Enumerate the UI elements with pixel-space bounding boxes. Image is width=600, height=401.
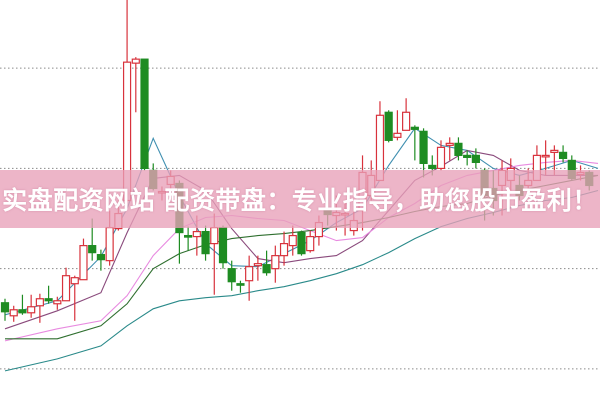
candle-up [436,146,446,170]
candle-down [88,245,97,254]
candle-down [428,164,437,170]
candle-up [306,235,315,252]
candle-down [297,231,306,255]
candle-down [410,126,419,130]
candle-up [279,243,289,257]
candle-down [0,302,10,313]
candle-down [471,154,480,164]
candle-up [445,142,454,146]
candle-up [245,266,254,282]
candle-up [288,234,297,247]
candle-down [419,130,428,165]
candle-down [218,226,228,264]
candle-up [550,149,559,153]
candle-down [44,298,53,302]
candle-up [402,111,411,131]
candle-down [463,154,472,158]
candle-up [9,309,18,317]
candle-down [558,151,568,159]
candle-up [393,132,402,138]
candle-up [541,154,550,158]
candle-up [105,226,114,262]
candle-up [70,277,79,285]
candle-down [384,111,393,141]
candle-up [53,300,62,305]
candle-down [18,309,27,314]
candle-up [271,255,280,270]
candle-down [96,254,106,261]
moving-average-line [4,159,599,342]
candle-up [27,306,36,314]
candle-up [61,275,71,302]
candle-up [210,226,219,245]
candle-up [192,230,201,238]
candle-down [236,283,245,286]
candle-down [262,264,271,274]
candle-down [140,58,149,170]
candle-up [79,245,88,281]
candle-up [253,263,262,267]
candle-down [227,268,236,283]
candle-down [184,234,193,238]
candle-down [454,142,463,156]
banner-text: 实盘配资网站 配资带盘：专业指导，助您股市盈利！ [2,186,598,215]
promo-banner: 实盘配资网站 配资带盘：专业指导，助您股市盈利！ [0,170,600,228]
candle-up [35,298,44,307]
candle-down [201,230,210,255]
candle-up [131,58,140,64]
